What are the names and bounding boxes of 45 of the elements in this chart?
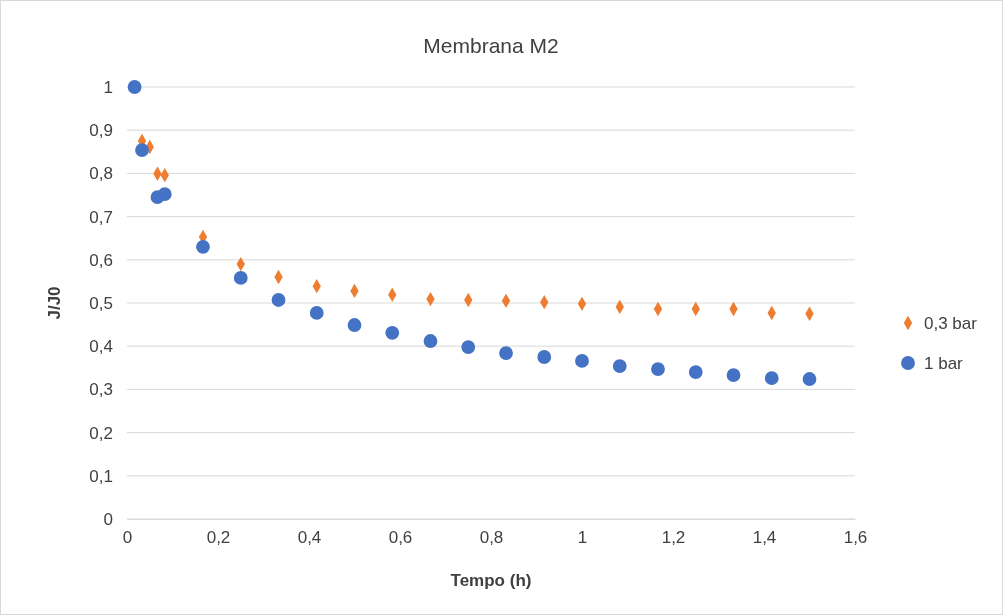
point — [764, 371, 779, 386]
y-tick-label: 0,2 — [89, 423, 113, 443]
y-tick-label: 0,5 — [89, 293, 113, 313]
point — [537, 350, 552, 364]
point — [461, 340, 476, 354]
y-tick-label: 0,4 — [89, 337, 113, 357]
x-tick-label: 0,8 — [479, 528, 504, 548]
point — [233, 271, 248, 285]
x-tick-label: 1,2 — [661, 528, 686, 548]
point — [423, 334, 438, 348]
point — [651, 362, 665, 376]
x-axis-title: Tempo (h) — [450, 571, 532, 590]
point — [726, 368, 741, 383]
y-tick-label: 0,6 — [89, 250, 113, 270]
point — [157, 187, 172, 202]
point — [271, 293, 286, 307]
point — [688, 365, 703, 380]
point — [347, 318, 362, 332]
y-tick-label: 0,9 — [89, 121, 113, 141]
x-tick-label: 0,4 — [297, 528, 322, 548]
y-tick-label: 0,8 — [89, 164, 113, 184]
point — [309, 306, 324, 320]
x-tick-label: 0,2 — [206, 528, 231, 548]
point — [802, 372, 817, 386]
x-tick-label: 1,4 — [752, 528, 777, 548]
point — [135, 143, 149, 157]
x-tick-label: 1,6 — [843, 528, 868, 548]
y-tick-label: 0 — [103, 509, 113, 529]
x-tick-label: 1 — [577, 528, 588, 548]
point — [612, 359, 627, 373]
point — [196, 239, 210, 254]
legend-label: 1 bar — [924, 354, 964, 373]
x-tick-label: 0 — [122, 528, 133, 548]
point — [385, 325, 400, 340]
y-tick-label: 0,7 — [89, 207, 113, 227]
chart-title: Membrana M2 — [423, 34, 559, 57]
point — [575, 353, 589, 368]
y-tick-label: 0,1 — [89, 466, 113, 486]
y-tick-label: 1 — [103, 77, 113, 97]
y-axis-title: J/J0 — [45, 286, 64, 320]
y-tick-label: 0,3 — [89, 380, 113, 400]
x-tick-label: 0,6 — [388, 528, 413, 548]
point — [127, 80, 142, 94]
point — [499, 346, 513, 361]
legend-label: 0,3 bar — [924, 314, 978, 333]
